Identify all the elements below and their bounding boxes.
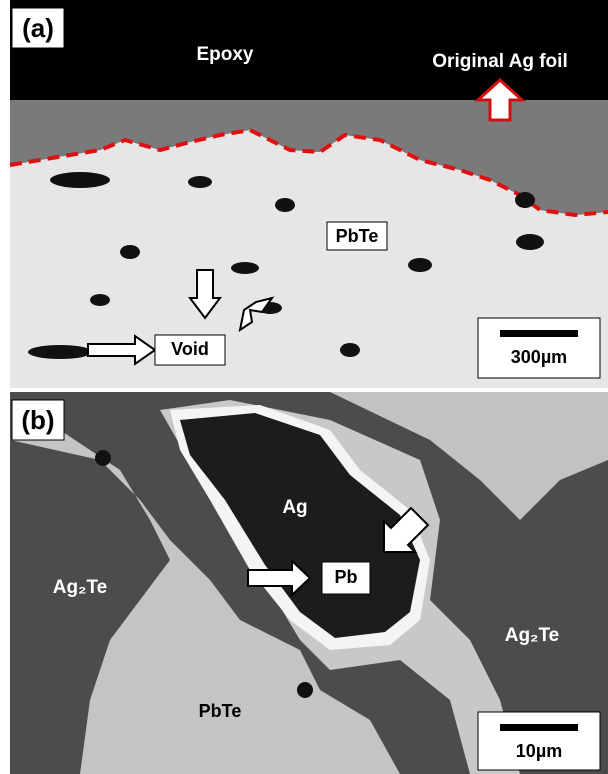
annotation: Original Ag foil bbox=[432, 51, 567, 72]
scale-bar bbox=[500, 724, 578, 731]
annotation: PbTe bbox=[199, 701, 242, 721]
panel-label: (b) bbox=[21, 405, 54, 435]
annotation: Pb bbox=[334, 567, 357, 587]
panel-a: (a) Epoxy Original Ag foil PbTe Void 300… bbox=[10, 0, 608, 388]
annotation: Void bbox=[171, 339, 209, 359]
annotation: PbTe bbox=[336, 226, 379, 246]
page: {"panels": [ {"label": "(a)", "annotatio… bbox=[0, 0, 608, 774]
annotation: Epoxy bbox=[196, 44, 253, 65]
scale-bar bbox=[500, 330, 578, 337]
scale-bar-label: 300µm bbox=[511, 347, 567, 367]
panel-label: (a) bbox=[22, 13, 54, 43]
pore bbox=[297, 682, 313, 698]
scale-bar-label: 10µm bbox=[516, 741, 562, 761]
figure: (a) Epoxy Original Ag foil PbTe Void 300… bbox=[0, 0, 608, 774]
annotation: Ag₂Te bbox=[53, 577, 108, 598]
annotation: Ag₂Te bbox=[505, 625, 560, 646]
panel-b: (b) Ag Pb Ag₂Te Ag₂Te PbTe 10µm bbox=[10, 392, 608, 774]
annotation: Ag bbox=[282, 497, 307, 518]
pore bbox=[95, 450, 111, 466]
